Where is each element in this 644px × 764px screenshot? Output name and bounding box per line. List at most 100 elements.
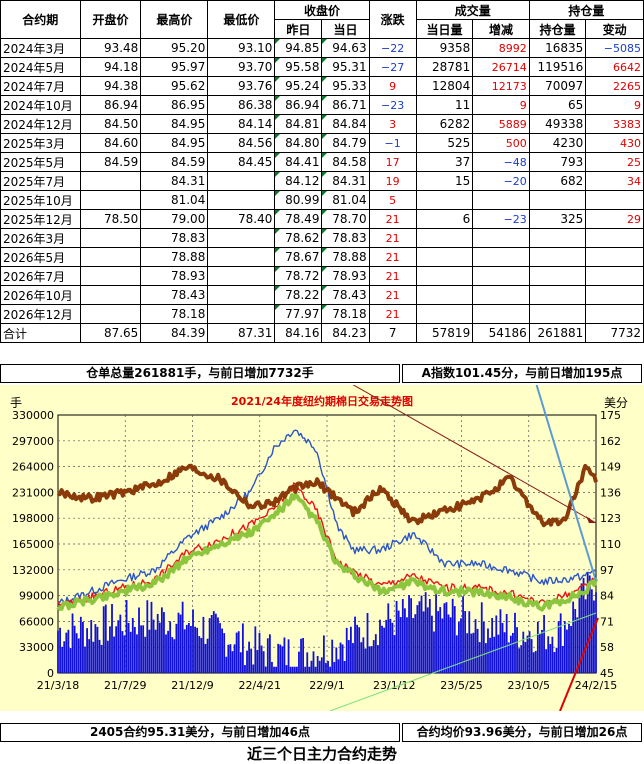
volume-bar	[381, 625, 383, 673]
right-axis-unit: 美分	[604, 396, 628, 410]
table-cell: 2026年5月	[0, 247, 81, 267]
pointer-line	[329, 612, 597, 712]
table-cell: 78.83	[321, 228, 370, 248]
table-cell	[207, 304, 276, 324]
table-cell	[528, 190, 587, 210]
volume-bar	[453, 606, 456, 673]
volume-bar	[84, 646, 86, 673]
volume-bar	[335, 647, 338, 673]
volume-bar	[480, 602, 483, 673]
volume-bar	[246, 650, 248, 673]
table-row: 2025年3月 84.60 84.95 84.56 84.80 84.79 −1 525 500…	[0, 133, 644, 153]
volume-bar	[397, 610, 400, 673]
chart-svg: 3300002970002640002310001980001650001320…	[10, 382, 628, 712]
volume-bar	[509, 635, 512, 673]
volume-bar	[333, 661, 336, 673]
table-cell	[415, 228, 474, 248]
table-cell: 21	[368, 285, 417, 305]
table-cell: 21	[368, 266, 417, 286]
table-cell	[79, 171, 142, 191]
volume-bar	[214, 613, 217, 673]
col-close: 收盘价	[274, 0, 370, 20]
volume-bar	[366, 613, 369, 673]
volume-bar	[327, 660, 329, 673]
total-cell: 54186	[472, 323, 530, 343]
table-row: 2026年3月 78.83 78.62 78.83 21	[0, 228, 644, 248]
table-cell: 84.31	[140, 171, 209, 191]
table-cell: 3	[368, 114, 417, 134]
table-row: 2024年5月 94.18 95.97 93.70 95.58 95.31 −27 28781…	[0, 57, 644, 77]
left-tick-label: 264000	[12, 461, 54, 474]
volume-bar	[441, 618, 444, 673]
series-line	[57, 482, 597, 608]
table-cell: 65	[528, 95, 587, 115]
table-cell: 78.88	[140, 247, 209, 267]
volume-bar	[177, 612, 180, 673]
volume-bar	[491, 617, 494, 673]
table-cell: 84.84	[321, 114, 370, 134]
table-cell: 78.43	[140, 285, 209, 305]
volume-bar	[266, 638, 269, 673]
volume-bar	[578, 597, 581, 673]
table-cell: 2024年5月	[0, 57, 81, 77]
table-cell: 78.83	[140, 228, 209, 248]
table-row: 2026年12月 78.18 77.97 78.18 21	[0, 304, 644, 324]
left-tick-label: 198000	[12, 512, 54, 525]
volume-bar	[291, 666, 294, 673]
col-vol-today: 当日量	[415, 19, 474, 39]
volume-bar	[493, 636, 496, 673]
volume-bar	[543, 615, 545, 673]
volume-bar	[125, 600, 128, 673]
volume-bar	[379, 619, 381, 673]
table-cell: 2026年10月	[0, 285, 81, 305]
volume-bar	[553, 652, 556, 673]
volume-bar	[154, 629, 157, 673]
table-cell: 84.59	[140, 152, 209, 172]
left-tick-label: 165000	[12, 538, 54, 551]
col-oi-value: 持仓量	[528, 19, 587, 39]
volume-bar	[410, 598, 413, 673]
volume-bar	[391, 622, 394, 673]
volume-bar	[310, 660, 313, 673]
table-cell: 94.18	[79, 57, 142, 77]
table-cell: 2025年5月	[0, 152, 81, 172]
volume-bar	[96, 626, 99, 673]
table-cell: 78.62	[274, 228, 323, 248]
total-cell: 87.65	[79, 323, 142, 343]
col-prev: 昨日	[274, 19, 323, 39]
table-cell: 325	[528, 209, 587, 229]
table-cell: 78.67	[274, 247, 323, 267]
table-cell: 95.62	[140, 76, 209, 96]
volume-bar	[426, 607, 429, 673]
total-cell: 87.31	[207, 323, 276, 343]
table-cell: 94.85	[274, 38, 323, 58]
volume-bar	[561, 645, 564, 673]
volume-bar	[320, 657, 323, 673]
col-high: 最高价	[140, 0, 209, 39]
volume-bar	[63, 641, 66, 673]
volume-bar	[468, 611, 471, 673]
volume-bar	[547, 636, 550, 673]
volume-bar	[129, 631, 132, 673]
table-cell: 77.97	[274, 304, 323, 324]
table-cell: 2265	[585, 76, 644, 96]
volume-bar	[545, 649, 548, 673]
volume-bar	[541, 629, 543, 673]
table-cell: −23	[472, 209, 530, 229]
col-change: 涨跌	[368, 0, 417, 39]
volume-bar	[374, 634, 377, 673]
volume-bar	[372, 640, 375, 673]
volume-bar	[474, 619, 477, 673]
volume-bar	[325, 662, 327, 673]
volume-bar	[534, 650, 537, 673]
x-tick-label: 23/5/25	[440, 679, 482, 692]
volume-bar	[455, 635, 458, 673]
table-cell: 86.38	[207, 95, 276, 115]
total-cell: 84.16	[274, 323, 323, 343]
volume-bar	[244, 665, 246, 673]
table-row: 2026年7月 78.93 78.72 78.93 21	[0, 266, 644, 286]
volume-bar	[258, 632, 261, 673]
table-cell	[79, 285, 142, 305]
col-today: 当日	[321, 19, 370, 39]
volume-bar	[316, 655, 319, 673]
